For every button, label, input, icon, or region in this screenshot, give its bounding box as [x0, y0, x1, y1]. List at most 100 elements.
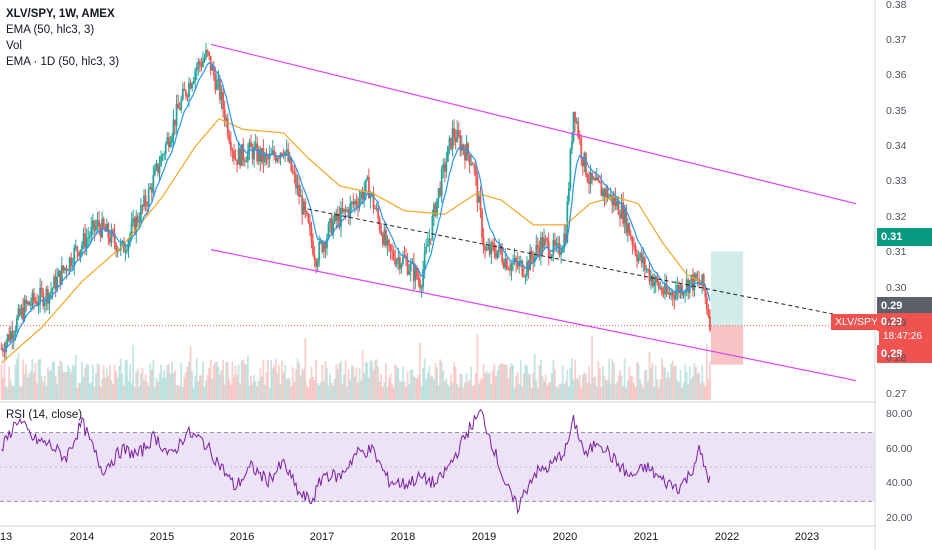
volume-bar [285, 379, 288, 400]
candle-body [402, 256, 404, 265]
volume-bar [23, 373, 26, 400]
volume-bar [560, 383, 562, 400]
candle-body [248, 141, 251, 151]
candle-body [667, 292, 669, 294]
ema-fast-line [1, 61, 711, 351]
trend-lines[interactable] [0, 43, 875, 382]
candle-body [629, 235, 632, 239]
candle-body [96, 220, 99, 227]
volume-bar [338, 363, 341, 400]
volume-bar [357, 382, 359, 400]
candle-body [470, 164, 473, 166]
volume-bars [0, 334, 711, 400]
candle-body [614, 197, 617, 207]
volume-bar [239, 383, 242, 400]
volume-bar [188, 361, 190, 400]
candle-body [135, 216, 138, 234]
volume-bar [679, 369, 682, 400]
volume-bar [636, 361, 638, 400]
volume-bar [608, 358, 611, 400]
volume-bar [9, 380, 12, 400]
candle-body [445, 161, 448, 172]
candle-body [355, 200, 358, 205]
candle-body [695, 273, 697, 281]
candle-body [628, 223, 631, 236]
candle-body [491, 242, 494, 246]
legend-ema-1d[interactable]: EMA · 1D (50, hlc3, 3) [6, 56, 120, 68]
volume-bar [305, 385, 308, 400]
volume-bar [538, 365, 541, 400]
volume-bar [33, 372, 35, 400]
candle-body [161, 154, 164, 157]
volume-bar [575, 378, 578, 400]
volume-bar [386, 386, 389, 400]
candle-body [296, 184, 299, 189]
candle-body [171, 136, 173, 143]
x-tick-label: 2015 [149, 531, 175, 543]
volume-bar [614, 384, 617, 400]
candle-body [126, 250, 128, 252]
candle-body [8, 334, 11, 341]
candle-body [124, 251, 127, 253]
volume-bar [259, 368, 262, 400]
volume-bar [363, 372, 366, 400]
candle-body [645, 269, 648, 271]
candle-body [211, 65, 214, 71]
candle-body [605, 188, 607, 197]
candle-body [381, 234, 384, 245]
candle-body [392, 250, 395, 259]
candle-body [220, 92, 223, 101]
candle-body [550, 255, 553, 259]
candle-body [267, 156, 269, 160]
volume-bar [360, 380, 362, 400]
rsi-tick-label: 40.00 [886, 477, 913, 490]
candle-body [668, 292, 671, 296]
candle-body [676, 285, 679, 292]
candle-body [571, 141, 573, 150]
candle-body [515, 257, 518, 263]
candle-body [631, 238, 634, 245]
candle-body [293, 172, 296, 175]
volume-bar [391, 384, 393, 400]
volume-bar [37, 359, 40, 400]
candle-body [152, 175, 155, 193]
volume-bar [57, 366, 60, 400]
candle-body [256, 143, 259, 162]
legend-rsi[interactable]: RSI (14, close) [6, 409, 83, 421]
volume-bar [398, 380, 401, 400]
candle-body [6, 334, 9, 343]
volume-bar [254, 381, 257, 400]
volume-bar [634, 387, 637, 400]
candle-body [343, 208, 345, 212]
candle-body [653, 282, 656, 287]
candle-body [450, 137, 452, 150]
candle-body [93, 220, 96, 231]
volume-bar [470, 366, 473, 400]
candle-body [467, 143, 469, 155]
candle-body [659, 287, 662, 289]
volume-bar [699, 383, 702, 400]
volume-bar [581, 374, 584, 400]
volume-bar [561, 365, 564, 400]
candle-body [346, 210, 349, 212]
target-boxes [710, 251, 744, 365]
volume-bar [158, 373, 161, 400]
candle-body [417, 277, 420, 281]
candle-body [102, 218, 105, 227]
candle-body [316, 261, 319, 267]
volume-bar [375, 359, 378, 400]
candle-body [140, 205, 142, 222]
legend-ema[interactable]: EMA (50, hlc3, 3) [6, 24, 95, 36]
volume-bar [251, 383, 254, 400]
candle-body [510, 263, 513, 271]
legend-vol[interactable]: Vol [6, 40, 22, 52]
candle-body [119, 242, 122, 251]
volume-bar [219, 374, 221, 400]
candle-body [538, 248, 541, 257]
candle-body [553, 240, 556, 247]
volume-bar [574, 359, 576, 400]
candle-body [9, 331, 12, 341]
volume-bar [225, 361, 228, 400]
candle-body [302, 201, 305, 215]
